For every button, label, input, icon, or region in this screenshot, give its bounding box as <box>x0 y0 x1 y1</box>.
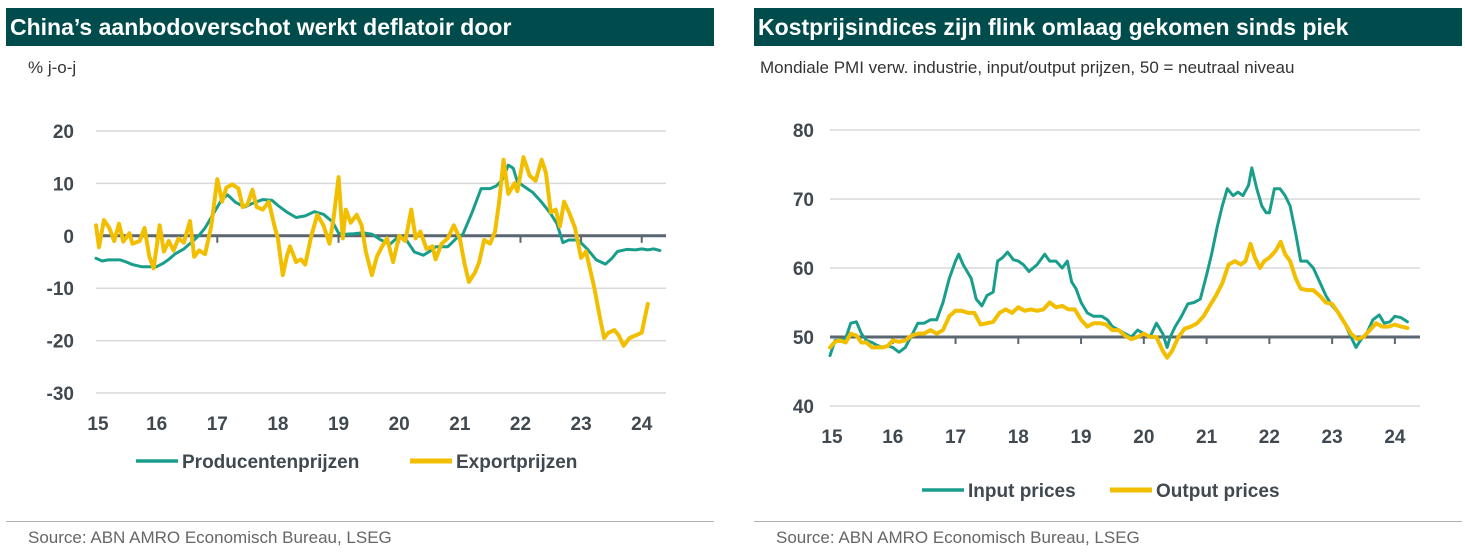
x-tick-label: 16 <box>146 414 167 435</box>
y-tick-label: 70 <box>793 190 814 211</box>
x-tick-label: 21 <box>449 414 471 435</box>
x-tick-label: 20 <box>389 414 410 435</box>
y-tick-label: 80 <box>793 121 814 142</box>
x-tick-label: 17 <box>945 427 966 448</box>
x-tick-label: 24 <box>1384 427 1406 448</box>
legend-label: Producentenprijzen <box>182 452 359 473</box>
line-chart-ppi: 20 10 0 -10 -20 -30 15 16 17 18 19 20 21 22 23 24 Produc… <box>47 122 666 473</box>
y-tick-label: 20 <box>53 122 74 143</box>
x-tick-label: 20 <box>1133 427 1154 448</box>
x-tick-label: 17 <box>207 414 228 435</box>
y-tick-label: 50 <box>793 328 814 349</box>
chart-subtitle: Mondiale PMI verw. industrie, input/outp… <box>760 58 1295 77</box>
y-tick-label: 0 <box>63 227 74 248</box>
series-line-yellow <box>828 239 1410 360</box>
series-line-green <box>94 163 662 269</box>
x-tick-label: 19 <box>1070 427 1091 448</box>
y-tick-label: 60 <box>793 259 814 280</box>
x-tick-label: 15 <box>821 427 843 448</box>
chart-title: Kostprijsindices zijn flink omlaag gekom… <box>754 8 1462 46</box>
x-tick-label: 19 <box>328 414 349 435</box>
x-tick-label: 22 <box>1259 427 1280 448</box>
y-tick-label: -20 <box>47 332 74 353</box>
chart-title: China’s aanbodoverschot werkt deflatoir … <box>6 8 714 46</box>
y-tick-label: 10 <box>53 174 74 195</box>
legend-label: Output prices <box>1156 481 1280 502</box>
x-tick-label: 22 <box>510 414 531 435</box>
chart-panel-ppi: China’s aanbodoverschot werkt deflatoir … <box>6 0 714 556</box>
y-tick-label: -10 <box>47 279 74 300</box>
legend-label: Input prices <box>968 481 1076 502</box>
x-tick-label: 21 <box>1196 427 1218 448</box>
x-tick-label: 18 <box>1008 427 1029 448</box>
x-tick-label: 23 <box>571 414 592 435</box>
x-tick-label: 15 <box>87 414 109 435</box>
y-tick-label: 40 <box>793 397 814 418</box>
line-chart-pmi: 80 70 60 50 40 15 16 17 18 19 20 21 22 23 24 Input pric… <box>793 121 1420 502</box>
series-line-green <box>828 166 1409 358</box>
y-tick-label: -30 <box>47 384 74 405</box>
series-line-yellow <box>94 155 650 348</box>
x-tick-label: 24 <box>631 414 653 435</box>
x-tick-label: 16 <box>882 427 903 448</box>
divider <box>754 521 1462 522</box>
x-tick-label: 18 <box>267 414 288 435</box>
divider <box>6 521 714 522</box>
chart-subtitle: % j-o-j <box>28 58 77 77</box>
source-note: Source: ABN AMRO Economisch Bureau, LSEG <box>28 528 392 547</box>
source-note: Source: ABN AMRO Economisch Bureau, LSEG <box>776 528 1140 547</box>
chart-panel-pmi: Kostprijsindices zijn flink omlaag gekom… <box>754 0 1462 556</box>
x-tick-label: 23 <box>1322 427 1343 448</box>
legend-label: Exportprijzen <box>456 452 577 473</box>
